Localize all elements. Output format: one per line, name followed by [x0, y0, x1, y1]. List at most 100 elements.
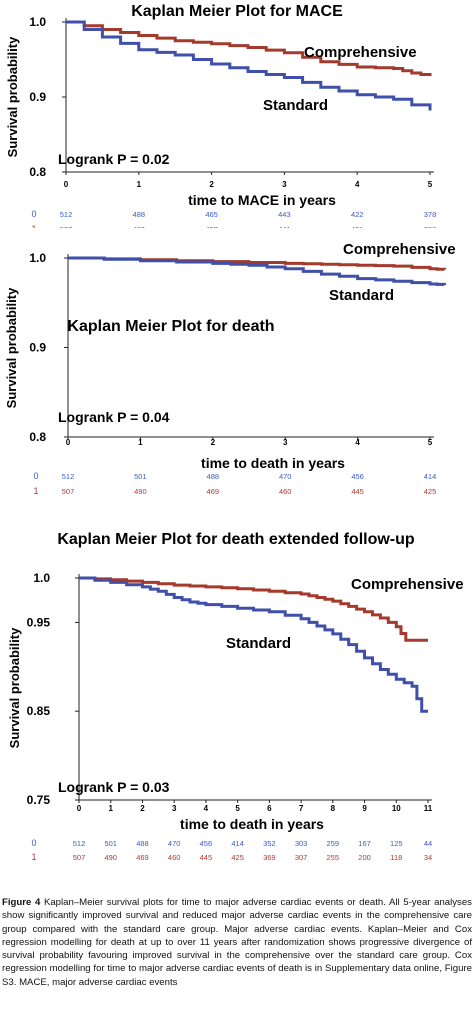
- chart-title: Kaplan Meier Plot for death extended fol…: [57, 531, 415, 548]
- risk-group-label: 1: [31, 224, 36, 228]
- risk-count: 445: [351, 487, 364, 496]
- risk-count: 445: [200, 853, 213, 862]
- risk-count: 456: [200, 839, 213, 848]
- x-tick-label: 0: [64, 180, 69, 189]
- risk-count: 470: [168, 839, 181, 848]
- series-line-standard: [68, 256, 446, 286]
- x-tick-label: 2: [209, 180, 214, 189]
- x-tick-label: 4: [204, 804, 209, 813]
- y-tick-label: 1.0: [33, 571, 50, 585]
- risk-count: 469: [136, 853, 149, 862]
- y-tick-label: 0.8: [29, 165, 46, 179]
- x-tick-label: 9: [362, 804, 367, 813]
- risk-count: 443: [278, 210, 291, 219]
- risk-count: 507: [60, 225, 73, 228]
- risk-count: 369: [263, 853, 276, 862]
- x-axis-label: time to death in years: [201, 455, 345, 471]
- risk-count: 414: [424, 472, 437, 481]
- risk-count: 34: [424, 853, 432, 862]
- risk-count: 488: [136, 839, 149, 848]
- x-tick-label: 2: [140, 804, 145, 813]
- risk-count: 398: [424, 225, 437, 228]
- series-line-standard: [66, 20, 432, 111]
- risk-group-label: 1: [31, 852, 36, 862]
- risk-count: 425: [231, 853, 244, 862]
- x-tick-label: 0: [77, 804, 82, 813]
- y-tick-label: 0.9: [29, 90, 46, 104]
- risk-group-label: 0: [31, 838, 36, 848]
- risk-count: 118: [390, 853, 402, 862]
- risk-count: 307: [295, 853, 308, 862]
- risk-count: 490: [104, 853, 117, 862]
- x-tick-label: 1: [138, 438, 143, 447]
- risk-count: 512: [62, 472, 75, 481]
- series-label-standard: Standard: [263, 97, 328, 114]
- risk-count: 512: [60, 210, 73, 219]
- risk-count: 200: [358, 853, 371, 862]
- series-label-standard: Standard: [329, 287, 394, 304]
- mace-chart: Kaplan Meier Plot for MACE 0.8 0.9 1.0 0 1 2 3 4…: [5, 3, 437, 228]
- x-tick-label: 11: [424, 804, 433, 813]
- risk-count: 421: [351, 225, 364, 228]
- x-axis-label: time to MACE in years: [188, 192, 336, 208]
- risk-count: 352: [263, 839, 276, 848]
- y-axis-label: Survival probability: [4, 287, 19, 408]
- x-tick-label: 5: [428, 438, 433, 447]
- y-tick-label: 1.0: [29, 251, 46, 265]
- x-tick-label: 3: [172, 804, 177, 813]
- risk-count: 483: [133, 225, 146, 228]
- risk-count: 490: [134, 487, 147, 496]
- risk-count: 507: [73, 853, 86, 862]
- death-chart: Kaplan Meier Plot for death 0.8 0.9 1.0 0 1 2 3…: [4, 241, 456, 496]
- x-tick-label: 3: [282, 180, 287, 189]
- risk-count: 488: [133, 210, 146, 219]
- y-tick-label: 1.0: [29, 15, 46, 29]
- series-label-comprehensive: Comprehensive: [304, 44, 417, 61]
- y-tick-label: 0.75: [27, 793, 51, 807]
- x-tick-label: 5: [428, 180, 433, 189]
- y-tick-label: 0.8: [29, 430, 46, 444]
- risk-count: 457: [205, 225, 218, 228]
- death-extended-chart: Kaplan Meier Plot for death extended fol…: [7, 531, 464, 862]
- y-tick-label: 0.95: [27, 615, 51, 629]
- risk-count: 512: [73, 839, 86, 848]
- x-tick-label: 8: [331, 804, 336, 813]
- x-tick-label: 1: [109, 804, 114, 813]
- y-axis-label: Survival probability: [7, 627, 22, 748]
- x-axis-label: time to death in years: [180, 816, 324, 832]
- risk-count: 501: [134, 472, 147, 481]
- x-tick-label: 10: [392, 804, 401, 813]
- risk-count: 465: [205, 210, 218, 219]
- risk-group-label: 1: [33, 486, 38, 496]
- x-tick-label: 1: [137, 180, 142, 189]
- caption-text: Kaplan–Meier survival plots for time to …: [2, 897, 472, 988]
- risk-count: 469: [207, 487, 220, 496]
- series-line-comprehensive: [79, 576, 428, 642]
- series-label-comprehensive: Comprehensive: [343, 241, 456, 258]
- x-tick-label: 3: [283, 438, 288, 447]
- risk-group-label: 0: [33, 471, 38, 481]
- x-tick-label: 7: [299, 804, 304, 813]
- x-tick-label: 4: [355, 180, 360, 189]
- x-tick-label: 4: [355, 438, 360, 447]
- risk-group-label: 0: [31, 209, 36, 219]
- x-tick-label: 2: [211, 438, 216, 447]
- risk-count: 378: [424, 210, 437, 219]
- risk-count: 507: [62, 487, 75, 496]
- chart-title: Kaplan Meier Plot for MACE: [131, 3, 343, 20]
- risk-count: 303: [295, 839, 308, 848]
- risk-count: 488: [207, 472, 220, 481]
- y-tick-label: 0.9: [29, 341, 46, 355]
- logrank-label: Logrank P = 0.03: [58, 779, 170, 795]
- risk-count: 460: [279, 487, 292, 496]
- risk-count: 425: [424, 487, 437, 496]
- risk-count: 44: [424, 839, 432, 848]
- risk-count: 414: [231, 839, 244, 848]
- y-axis-label: Survival probability: [5, 36, 20, 157]
- figure-caption: Figure 4 Kaplan–Meier survival plots for…: [2, 896, 472, 989]
- risk-count: 255: [327, 853, 340, 862]
- risk-count: 422: [351, 210, 364, 219]
- risk-count: 460: [168, 853, 181, 862]
- risk-count: 259: [327, 839, 340, 848]
- logrank-label: Logrank P = 0.04: [58, 409, 170, 425]
